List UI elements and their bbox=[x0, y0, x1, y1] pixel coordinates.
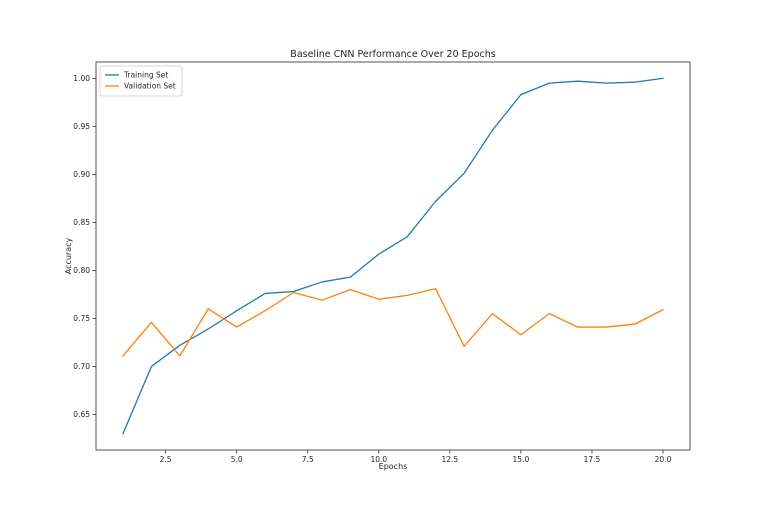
series-line-training-set bbox=[122, 77, 664, 435]
y-tick-label: 0.75 bbox=[73, 314, 90, 323]
y-tick-label: 0.90 bbox=[73, 170, 90, 179]
y-tick-label: 1.00 bbox=[73, 74, 90, 83]
y-tick-label: 0.95 bbox=[73, 122, 90, 131]
series-line-validation-set bbox=[122, 287, 664, 357]
plot-area: 2.5 5.0 7.5 10.0 12.5 15.0 17.5 20.0 0.65 0.70 0.7… bbox=[73, 61, 691, 464]
x-tick-label: 5.0 bbox=[231, 455, 243, 464]
plot-frame bbox=[95, 61, 691, 451]
y-tick-label: 0.65 bbox=[73, 410, 90, 419]
x-axis-title: Epochs bbox=[379, 462, 408, 471]
x-tick-label: 17.5 bbox=[584, 455, 601, 464]
chart-title: Baseline CNN Performance Over 20 Epochs bbox=[290, 49, 495, 60]
x-tick-label: 10.0 bbox=[370, 455, 387, 464]
legend: Training Set Validation Set bbox=[99, 65, 183, 97]
legend-box bbox=[99, 65, 183, 97]
legend-label: Training Set bbox=[123, 71, 168, 80]
legend-label: Validation Set bbox=[124, 82, 176, 91]
y-axis-title: Accuracy bbox=[64, 237, 73, 274]
y-tick-label: 0.80 bbox=[73, 266, 90, 275]
y-tick-label: 0.85 bbox=[73, 218, 90, 227]
x-tick-label: 15.0 bbox=[513, 455, 530, 464]
x-tick-label: 12.5 bbox=[441, 455, 458, 464]
x-tick-label: 20.0 bbox=[655, 455, 672, 464]
y-tick-label: 0.70 bbox=[73, 362, 90, 371]
x-tick-label: 2.5 bbox=[160, 455, 172, 464]
x-tick-label: 7.5 bbox=[302, 455, 314, 464]
